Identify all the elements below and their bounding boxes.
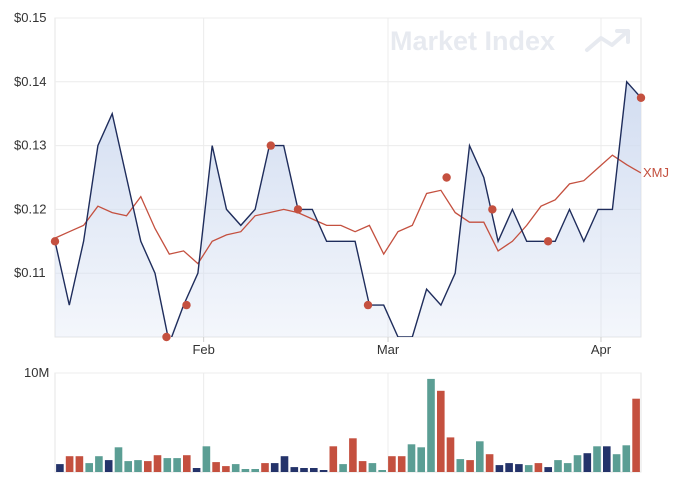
volume-bar — [134, 460, 142, 472]
volume-bar — [192, 468, 201, 472]
series-label-xmj: XMJ — [643, 165, 669, 180]
event-marker — [488, 205, 497, 214]
volume-bar — [437, 390, 445, 472]
volume-bar — [212, 462, 220, 472]
volume-bar — [534, 463, 543, 472]
volume-bar — [104, 460, 113, 472]
event-marker — [363, 300, 373, 310]
volume-bar — [495, 465, 504, 472]
y-tick-label: $0.13 — [14, 138, 47, 153]
volume-bar — [515, 464, 523, 472]
price-area-fill — [55, 81, 641, 337]
volume-bar — [603, 446, 611, 472]
volume-bar — [144, 461, 152, 472]
volume-bar — [417, 447, 425, 473]
volume-bar — [358, 461, 367, 472]
volume-bar — [544, 467, 552, 472]
volume-bar — [173, 458, 181, 472]
trend-arrow-icon — [585, 29, 630, 52]
x-tick-label: Apr — [591, 342, 612, 357]
volume-bar — [261, 463, 269, 472]
volume-bar — [114, 447, 123, 473]
volume-bar — [378, 470, 386, 472]
series-line-price — [55, 80, 641, 337]
volume-bar — [241, 469, 250, 472]
event-marker — [293, 205, 303, 214]
volume-bar — [300, 468, 308, 472]
volume-bar — [573, 455, 582, 472]
price-y-axis: $0.15 $0.14 $0.13 $0.12 $0.11 — [14, 10, 47, 280]
y-tick-label: $0.12 — [14, 201, 47, 216]
volume-bar — [85, 463, 93, 472]
volume-bar — [319, 470, 328, 472]
volume-bar — [466, 460, 474, 472]
volume-bar — [485, 454, 494, 472]
event-marker — [182, 300, 191, 310]
volume-bar — [65, 456, 74, 472]
price-markers-layer — [50, 93, 646, 342]
volume-bar — [183, 455, 191, 472]
volume-bar — [388, 456, 396, 472]
price-x-axis: Feb Mar Apr — [192, 337, 612, 357]
volume-bar — [593, 446, 601, 472]
event-marker — [266, 141, 276, 150]
volume-bar — [476, 441, 484, 472]
volume-bar — [563, 463, 572, 472]
event-marker — [50, 237, 60, 246]
series-line-xmj — [55, 154, 641, 265]
y-tick-label: $0.11 — [14, 265, 46, 280]
volume-bar — [310, 468, 318, 472]
price-area-layer — [55, 81, 641, 337]
volume-bar — [368, 463, 377, 472]
volume-bar — [632, 398, 640, 472]
volume-bar — [231, 464, 240, 472]
volume-bar — [124, 461, 132, 472]
event-marker — [162, 332, 171, 342]
volume-bar — [397, 456, 406, 472]
volume-bar — [153, 455, 162, 472]
volume-bar — [407, 444, 416, 472]
y-tick-label: $0.15 — [14, 10, 47, 25]
volume-bar — [456, 459, 465, 472]
volume-bar — [505, 463, 513, 472]
volume-bar — [554, 460, 562, 472]
volume-bar — [280, 456, 289, 472]
volume-bar — [349, 438, 357, 472]
volume-y-tick-label: 10M — [24, 365, 49, 380]
volume-bar — [163, 458, 172, 472]
volume-bar — [75, 456, 84, 472]
event-marker — [543, 237, 553, 246]
volume-bar — [251, 469, 259, 472]
price-lines-layer: XMJ — [55, 80, 669, 337]
volume-y-axis: 10M — [24, 365, 49, 380]
volume-bar — [339, 464, 347, 472]
event-marker — [442, 173, 451, 182]
event-marker — [636, 93, 646, 102]
volume-bar — [622, 445, 631, 472]
volume-bar — [95, 456, 103, 472]
volume-bar — [612, 454, 621, 472]
volume-bar — [270, 463, 279, 472]
volume-bar — [290, 467, 299, 472]
volume-grid — [54, 372, 642, 473]
volume-bar — [427, 378, 435, 472]
x-tick-label: Mar — [377, 342, 400, 357]
volume-bar — [583, 453, 592, 472]
volume-bar — [329, 446, 338, 472]
volume-bar — [222, 466, 230, 472]
volume-bars-layer — [56, 378, 640, 473]
volume-bar — [56, 464, 64, 472]
volume-bar — [202, 446, 211, 472]
volume-bar — [524, 465, 533, 472]
x-tick-label: Feb — [192, 342, 214, 357]
y-tick-label: $0.14 — [14, 74, 47, 89]
watermark-text: Market Index — [390, 26, 555, 56]
volume-bar — [446, 437, 455, 472]
